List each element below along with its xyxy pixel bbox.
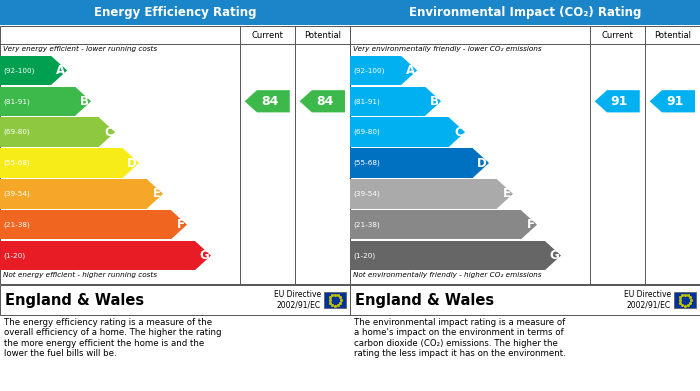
Text: (81-91): (81-91): [3, 98, 29, 104]
Text: Potential: Potential: [654, 30, 691, 39]
Text: B: B: [430, 95, 439, 108]
Polygon shape: [99, 117, 115, 147]
Bar: [350, 210, 521, 239]
Text: 91: 91: [666, 95, 683, 108]
Bar: [350, 241, 545, 270]
Text: (92-100): (92-100): [3, 67, 34, 74]
Polygon shape: [521, 210, 537, 239]
Text: (1-20): (1-20): [353, 252, 375, 259]
Text: C: C: [104, 126, 113, 139]
Polygon shape: [147, 179, 163, 208]
Text: F: F: [177, 218, 185, 231]
Text: EU Directive
2002/91/EC: EU Directive 2002/91/EC: [624, 290, 671, 310]
Text: Very energy efficient - lower running costs: Very energy efficient - lower running co…: [3, 46, 157, 52]
Bar: [0, 285, 350, 315]
Text: G: G: [550, 249, 559, 262]
Polygon shape: [401, 56, 417, 85]
Polygon shape: [497, 179, 513, 208]
Bar: [324, 292, 346, 308]
Text: E: E: [153, 187, 161, 200]
Text: EU Directive
2002/91/EC: EU Directive 2002/91/EC: [274, 290, 321, 310]
Text: Very environmentally friendly - lower CO₂ emissions: Very environmentally friendly - lower CO…: [353, 46, 542, 52]
Text: Not environmentally friendly - higher CO₂ emissions: Not environmentally friendly - higher CO…: [353, 272, 542, 278]
Bar: [0, 241, 195, 270]
Bar: [350, 117, 449, 147]
Text: England & Wales: England & Wales: [5, 292, 144, 307]
Text: E: E: [503, 187, 511, 200]
Bar: [0, 210, 171, 239]
Bar: [350, 56, 401, 85]
Text: B: B: [80, 95, 89, 108]
Text: A: A: [406, 64, 415, 77]
Polygon shape: [300, 90, 345, 112]
Text: D: D: [127, 156, 137, 170]
Polygon shape: [123, 148, 139, 178]
Text: G: G: [199, 249, 209, 262]
Bar: [674, 292, 696, 308]
Polygon shape: [195, 241, 211, 270]
Polygon shape: [75, 87, 91, 116]
Text: Energy Efficiency Rating: Energy Efficiency Rating: [94, 6, 256, 19]
Text: Not energy efficient - higher running costs: Not energy efficient - higher running co…: [3, 272, 157, 278]
Bar: [350, 148, 473, 178]
Text: (1-20): (1-20): [3, 252, 25, 259]
Text: The environmental impact rating is a measure of
a home's impact on the environme: The environmental impact rating is a mea…: [354, 318, 566, 358]
Polygon shape: [449, 117, 465, 147]
Polygon shape: [51, 56, 67, 85]
Polygon shape: [595, 90, 640, 112]
Text: (69-80): (69-80): [353, 129, 379, 135]
Text: England & Wales: England & Wales: [355, 292, 494, 307]
Text: Environmental Impact (CO₂) Rating: Environmental Impact (CO₂) Rating: [409, 6, 641, 19]
Polygon shape: [473, 148, 489, 178]
Text: Current: Current: [601, 30, 634, 39]
Text: (21-38): (21-38): [353, 221, 379, 228]
Polygon shape: [171, 210, 187, 239]
Bar: [350, 87, 425, 116]
Text: 91: 91: [611, 95, 628, 108]
Text: The energy efficiency rating is a measure of the
overall efficiency of a home. T: The energy efficiency rating is a measur…: [4, 318, 221, 358]
Bar: [0, 148, 123, 178]
Polygon shape: [545, 241, 561, 270]
Bar: [0, 26, 350, 284]
Text: F: F: [527, 218, 535, 231]
Bar: [0, 87, 75, 116]
Polygon shape: [650, 90, 695, 112]
Text: 84: 84: [316, 95, 333, 108]
Bar: [0, 56, 51, 85]
Bar: [350, 285, 700, 315]
Bar: [350, 0, 700, 25]
Text: (92-100): (92-100): [353, 67, 384, 74]
Bar: [350, 179, 497, 208]
Polygon shape: [425, 87, 441, 116]
Text: Potential: Potential: [304, 30, 341, 39]
Text: 84: 84: [261, 95, 278, 108]
Text: C: C: [454, 126, 463, 139]
Text: (39-54): (39-54): [3, 190, 29, 197]
Text: (81-91): (81-91): [353, 98, 379, 104]
Bar: [0, 179, 147, 208]
Text: (55-68): (55-68): [3, 160, 29, 166]
Bar: [0, 117, 99, 147]
Text: (39-54): (39-54): [353, 190, 379, 197]
Text: (55-68): (55-68): [353, 160, 379, 166]
Text: (69-80): (69-80): [3, 129, 29, 135]
Text: Current: Current: [251, 30, 284, 39]
Polygon shape: [245, 90, 290, 112]
Bar: [350, 26, 700, 284]
Text: D: D: [477, 156, 487, 170]
Text: A: A: [56, 64, 65, 77]
Bar: [0, 0, 350, 25]
Text: (21-38): (21-38): [3, 221, 29, 228]
